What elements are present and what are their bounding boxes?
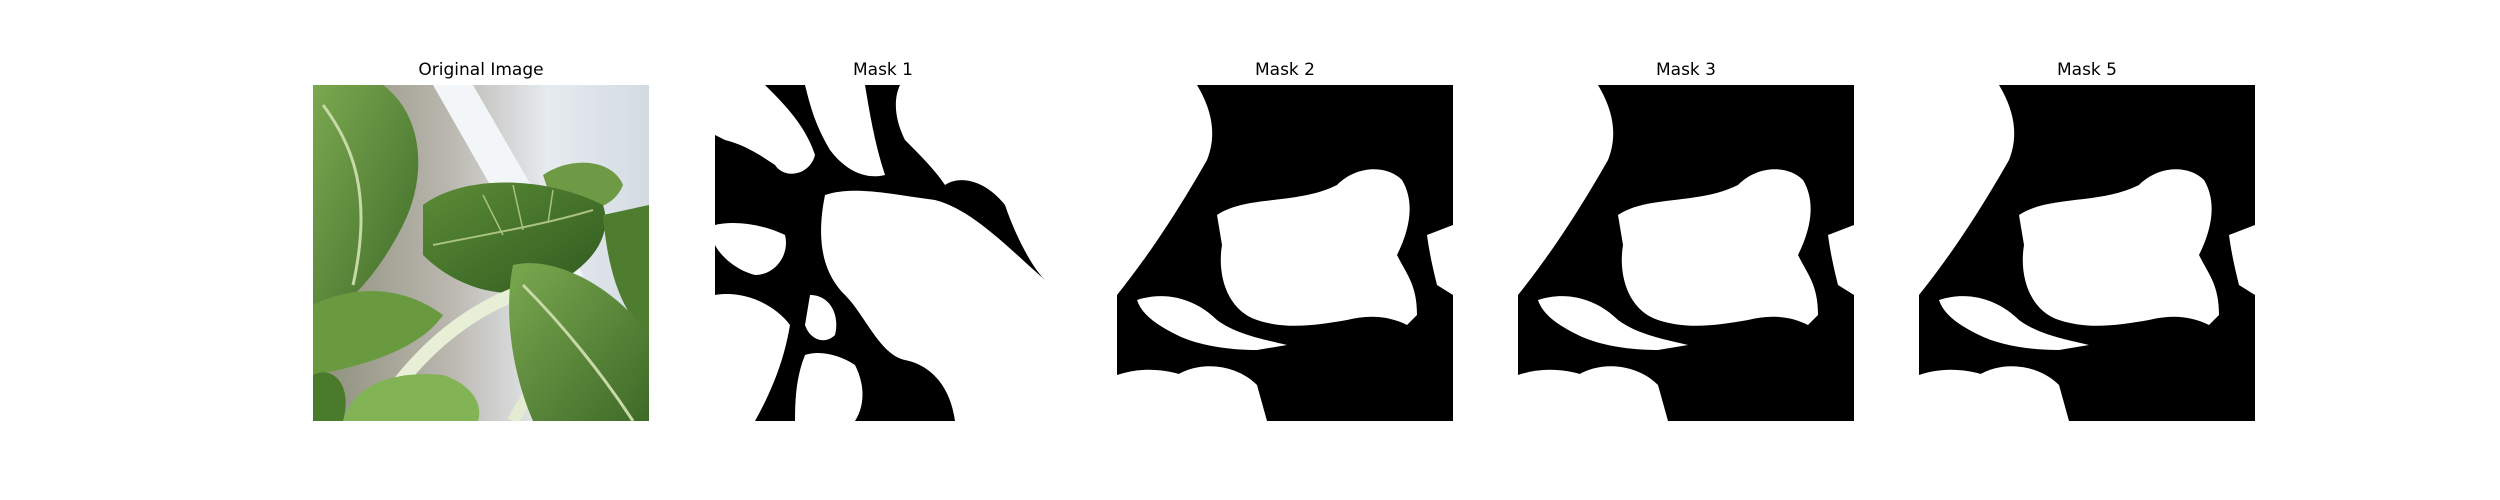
mask-3-image: [1518, 85, 1854, 421]
original-image: [313, 85, 649, 421]
mask-2-image: [1117, 85, 1453, 421]
mask-5-image: [1919, 85, 2255, 421]
panel-title: Mask 1: [852, 60, 913, 80]
panel-title: Mask 5: [2056, 60, 2117, 80]
mask-1-image: [715, 85, 1051, 421]
panel-title: Original Image: [418, 60, 544, 80]
panel-title: Mask 2: [1254, 60, 1315, 80]
panel-title: Mask 3: [1655, 60, 1716, 80]
